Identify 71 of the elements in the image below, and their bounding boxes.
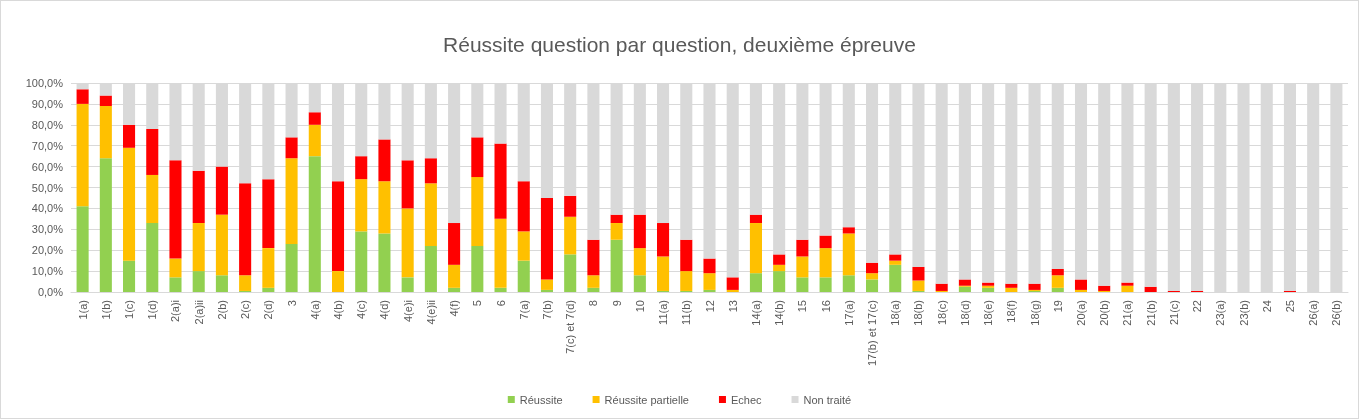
x-tick-label: 22 xyxy=(1191,300,1204,313)
y-tick-label: 10,0% xyxy=(31,265,64,278)
x-tick-label: 16 xyxy=(819,300,832,313)
legend-label: Réussite xyxy=(519,393,563,406)
y-tick-label: 0,0% xyxy=(37,286,64,298)
x-tick-label: 2(c) xyxy=(239,300,252,319)
chart-title: Réussite question par question, deuxième épreuve xyxy=(443,33,916,56)
x-tick-label: 18(f) xyxy=(1005,300,1018,323)
x-tick-label: 1(d) xyxy=(146,300,159,320)
x-tick-label: 14(b) xyxy=(773,300,786,326)
x-tick-label: 26(b) xyxy=(1330,300,1343,326)
x-tick-label: 18(c) xyxy=(935,300,948,326)
x-tick-label: 18(g) xyxy=(1028,300,1041,326)
x-tick-label: 18(a) xyxy=(889,300,902,326)
x-tick-label: 1(b) xyxy=(99,300,112,320)
x-tick-label: 1(c) xyxy=(123,300,136,319)
y-tick-label: 100,0% xyxy=(25,77,64,89)
x-tick-label: 2(b) xyxy=(215,300,228,320)
x-tick-label: 4(b) xyxy=(332,300,345,320)
x-tick-label: 21(b) xyxy=(1144,300,1157,326)
x-tick-label: 7(b) xyxy=(540,300,553,320)
x-tick-label: 4(e)i xyxy=(401,300,414,323)
x-tick-label: 11(a) xyxy=(657,300,670,325)
x-tick-label: 5 xyxy=(471,300,484,307)
x-tick-label: 20(b) xyxy=(1098,300,1111,326)
legend-label: Non traité xyxy=(803,393,852,406)
legend-label: Echec xyxy=(730,393,763,406)
x-tick-label: 4(e)ii xyxy=(424,300,437,325)
x-tick-label: 4(f) xyxy=(448,300,461,317)
x-tick-label: 12 xyxy=(703,300,716,313)
y-tick-label: 30,0% xyxy=(31,223,64,236)
x-tick-label: 1(a) xyxy=(76,300,89,320)
x-tick-label: 24 xyxy=(1260,300,1273,313)
x-tick-label: 18(b) xyxy=(912,300,925,326)
x-tick-label: 19 xyxy=(1051,300,1064,313)
x-tick-label: 18(d) xyxy=(958,300,971,326)
x-tick-label: 9 xyxy=(610,300,623,307)
x-tick-label: 4(d) xyxy=(378,300,391,320)
x-tick-label: 8 xyxy=(587,300,600,307)
x-tick-label: 4(a) xyxy=(308,300,321,320)
x-tick-label: 18(e) xyxy=(982,300,995,326)
y-tick-label: 40,0% xyxy=(31,202,64,215)
x-tick-label: 13 xyxy=(726,300,739,313)
x-tick-label: 11(b) xyxy=(680,300,693,325)
x-tick-label: 14(a) xyxy=(749,300,762,326)
x-tick-label: 26(a) xyxy=(1307,300,1320,326)
x-tick-label: 7(c) et 7(d) xyxy=(564,300,577,354)
x-tick-label: 20(a) xyxy=(1074,300,1087,326)
x-tick-label: 21(a) xyxy=(1121,300,1134,326)
x-tick-label: 2(d) xyxy=(262,300,275,320)
x-tick-label: 2(a)ii xyxy=(192,300,205,325)
x-tick-label: 2(a)i xyxy=(169,300,182,323)
x-tick-label: 15 xyxy=(796,300,809,313)
x-tick-label: 10 xyxy=(633,300,646,313)
x-tick-label: 23(b) xyxy=(1237,300,1250,326)
x-tick-label: 25 xyxy=(1283,300,1296,313)
x-tick-label: 4(c) xyxy=(355,300,368,319)
x-tick-label: 23(a) xyxy=(1214,300,1227,326)
x-tick-label: 17(b) et 17(c) xyxy=(866,300,879,367)
y-tick-label: 60,0% xyxy=(31,160,64,173)
x-tick-label: 21(c) xyxy=(1167,300,1180,326)
x-tick-label: 17(a) xyxy=(842,300,855,326)
y-tick-label: 20,0% xyxy=(31,244,64,257)
x-tick-label: 6 xyxy=(494,300,507,307)
y-tick-label: 90,0% xyxy=(31,97,64,110)
y-tick-label: 50,0% xyxy=(31,181,64,194)
y-tick-label: 80,0% xyxy=(31,118,64,131)
x-tick-label: 3 xyxy=(285,300,298,307)
legend-label: Réussite partielle xyxy=(604,393,689,406)
y-tick-label: 70,0% xyxy=(31,139,64,152)
x-tick-label: 7(a) xyxy=(517,300,530,320)
